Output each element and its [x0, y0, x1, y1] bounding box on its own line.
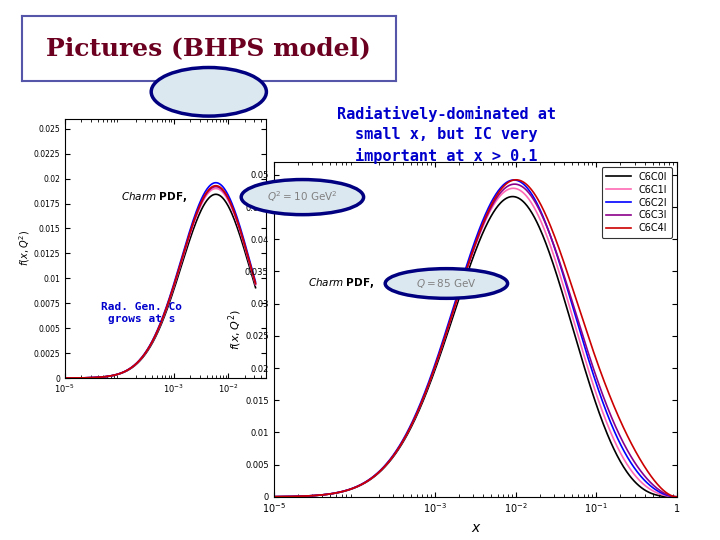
Text: $\mathit{Charm}\ \mathbf{PDF,}$: $\mathit{Charm}\ \mathbf{PDF,}$	[121, 190, 187, 204]
C6C4l	[461, 271, 469, 277]
Text: $Q = 85\ \mathrm{GeV}$: $Q = 85\ \mathrm{GeV}$	[416, 277, 477, 290]
Legend: C6C0l, C6C1l, C6C2l, C6C3l, C6C4l: C6C0l, C6C1l, C6C2l, C6C3l, C6C4l	[601, 167, 672, 238]
C6C2l	[509, 177, 518, 183]
C6C4l	[487, 201, 496, 207]
C6C1l	[461, 272, 469, 279]
C6C2l	[664, 492, 672, 499]
Y-axis label: $f(x,Q^2)$: $f(x,Q^2)$	[226, 309, 243, 350]
C6C1l	[664, 493, 672, 500]
C6C4l	[509, 177, 518, 183]
C6C4l	[463, 263, 472, 269]
C6C3l	[600, 397, 609, 404]
C6C3l	[672, 494, 681, 500]
C6C0l	[463, 269, 472, 276]
C6C1l	[672, 494, 681, 500]
C6C0l	[600, 425, 609, 431]
C6C2l	[510, 177, 518, 183]
C6C1l	[510, 185, 518, 192]
C6C4l	[664, 490, 672, 497]
Text: $Q^2 = 10\ \mathrm{GeV}^2$: $Q^2 = 10\ \mathrm{GeV}^2$	[267, 190, 338, 205]
C6C0l	[510, 193, 518, 200]
C6C2l	[461, 267, 469, 273]
C6C1l	[269, 494, 278, 500]
C6C1l	[487, 205, 496, 211]
C6C1l	[463, 265, 472, 271]
Text: Rad. Gen. Co
grows at s: Rad. Gen. Co grows at s	[101, 302, 182, 324]
C6C0l	[487, 212, 496, 218]
C6C4l	[600, 380, 609, 387]
Ellipse shape	[151, 68, 266, 116]
Line: C6C4l: C6C4l	[274, 180, 677, 497]
Text: Pictures (BHPS model): Pictures (BHPS model)	[46, 37, 372, 60]
X-axis label: x: x	[471, 521, 480, 535]
C6C3l	[461, 271, 469, 278]
C6C4l	[269, 494, 278, 500]
Ellipse shape	[385, 268, 508, 298]
C6C0l	[664, 494, 672, 500]
Text: $\mathit{Charm}\ \mathbf{PDF,}$: $\mathit{Charm}\ \mathbf{PDF,}$	[308, 276, 374, 291]
C6C3l	[269, 494, 278, 500]
C6C2l	[463, 260, 472, 266]
Y-axis label: $f(x,Q^2)$: $f(x,Q^2)$	[17, 231, 32, 266]
C6C3l	[664, 492, 672, 498]
C6C1l	[600, 415, 609, 421]
C6C3l	[509, 181, 518, 187]
C6C0l	[672, 494, 681, 500]
C6C2l	[672, 494, 681, 500]
Line: C6C0l: C6C0l	[274, 197, 677, 497]
C6C4l	[512, 177, 521, 183]
C6C2l	[487, 198, 496, 205]
C6C2l	[269, 494, 278, 500]
Line: C6C2l: C6C2l	[274, 180, 677, 497]
C6C0l	[269, 494, 278, 500]
C6C1l	[509, 185, 518, 192]
C6C3l	[487, 203, 496, 210]
C6C4l	[672, 494, 681, 500]
C6C0l	[508, 193, 517, 200]
C6C3l	[463, 264, 472, 271]
Line: C6C3l: C6C3l	[274, 184, 677, 497]
C6C3l	[510, 181, 518, 187]
Line: C6C1l: C6C1l	[274, 188, 677, 497]
C6C0l	[461, 277, 469, 284]
Text: Radiatively-dominated at
small x, but IC very
important at x > 0.1: Radiatively-dominated at small x, but IC…	[337, 106, 556, 164]
Ellipse shape	[241, 179, 364, 215]
C6C2l	[600, 404, 609, 411]
